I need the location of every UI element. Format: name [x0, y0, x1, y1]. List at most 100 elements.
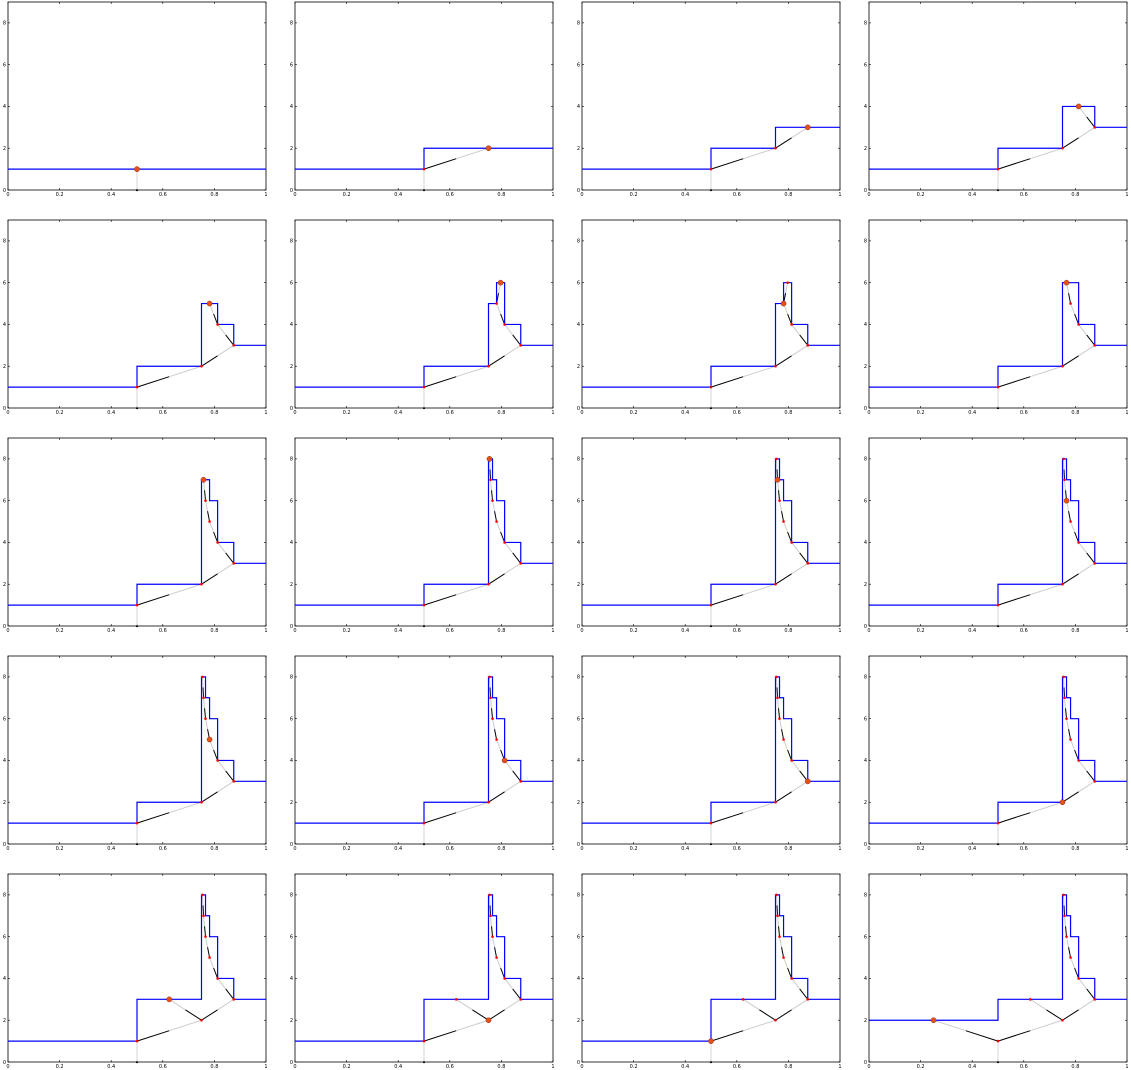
current-point-marker: [200, 476, 207, 483]
x-tick-label: 0.2: [343, 1064, 351, 1070]
tree-edge: [778, 926, 781, 937]
x-tick-label: 0.2: [56, 628, 64, 634]
node-marker: [776, 696, 779, 700]
x-tick-label: 0: [867, 410, 870, 416]
chart-panel-10: 0 0.2 0.4 0.6 0.8 1 0 2 4 6 8: [290, 437, 555, 634]
x-tick-label: 0.4: [394, 846, 402, 852]
x-tick-label: 0.2: [343, 410, 351, 416]
current-point-marker: [206, 736, 213, 743]
node-marker: [216, 541, 219, 544]
x-tick-label: 0.6: [159, 1064, 167, 1070]
tree-edge: [492, 718, 496, 730]
tree-edge: [1064, 479, 1067, 491]
x-tick-label: 0: [293, 1064, 296, 1070]
tree-edge: [225, 770, 235, 782]
y-tick-label: 4: [577, 104, 580, 110]
x-tick-label: 1: [1125, 1064, 1128, 1070]
node-marker: [487, 582, 490, 586]
tree-edge: [423, 376, 457, 388]
tree-edge: [787, 967, 793, 979]
current-point-marker: [501, 757, 508, 764]
y-tick-label: 2: [577, 364, 580, 370]
y-tick-label: 0: [290, 188, 293, 194]
y-tick-label: 2: [3, 800, 6, 806]
node-marker: [1062, 675, 1065, 679]
node-marker: [216, 759, 219, 762]
y-tick-label: 6: [577, 280, 580, 286]
tree-edge: [496, 739, 502, 751]
tree-edge: [791, 780, 809, 793]
y-tick-label: 0: [577, 406, 580, 412]
tree-edge: [965, 1030, 999, 1042]
node-marker: [1065, 935, 1068, 938]
current-point-marker: [1063, 497, 1070, 504]
x-tick-label: 0.2: [56, 1064, 64, 1070]
step-outline: [8, 302, 266, 388]
tree-edge: [203, 697, 206, 709]
tree-edge: [781, 947, 785, 958]
tree-edge: [213, 749, 219, 761]
node-marker: [503, 541, 506, 544]
x-tick-label: 1: [551, 846, 554, 852]
y-tick-label: 2: [3, 582, 6, 588]
tree-edge: [494, 729, 498, 740]
tree-edge: [783, 521, 789, 533]
tree-edge: [500, 967, 506, 979]
x-tick-label: 1: [264, 628, 267, 634]
tree-edge: [1066, 936, 1070, 948]
tree-edge: [225, 552, 235, 564]
current-point-marker: [486, 456, 493, 462]
y-tick-label: 8: [864, 21, 867, 27]
tree-edge: [785, 282, 789, 294]
tree-edge: [1030, 583, 1063, 596]
tree-edge: [787, 531, 793, 543]
node-marker: [519, 344, 523, 347]
tree-edge: [743, 801, 776, 814]
tree-edge: [781, 729, 785, 740]
node-marker: [422, 167, 426, 171]
tree-edge: [496, 521, 502, 533]
node-marker: [519, 998, 523, 1001]
node-marker: [790, 541, 793, 544]
chart-panel-11: 0 0.2 0.4 0.6 0.8 1 0 2 4 6 8: [577, 437, 842, 634]
tree-edge: [1070, 957, 1076, 969]
node-marker: [1061, 582, 1064, 586]
x-tick-label: 0: [6, 628, 9, 634]
node-marker: [487, 800, 490, 804]
node-marker: [1028, 998, 1032, 1001]
node-marker: [1093, 998, 1097, 1001]
tree-edge: [512, 988, 522, 1000]
x-tick-label: 0.8: [784, 846, 792, 852]
tree-edge: [710, 594, 744, 606]
node-marker: [422, 603, 426, 607]
tree-edge: [185, 1009, 202, 1021]
tree-edge: [799, 334, 809, 346]
x-tick-label: 0.6: [1020, 628, 1028, 634]
x-tick-label: 0.6: [733, 192, 741, 198]
node-marker: [1063, 696, 1066, 700]
x-tick-label: 0: [293, 192, 296, 198]
tree-edge: [472, 1009, 489, 1021]
chart-panel-17: 0 0.2 0.4 0.6 0.8 1 0 2 4 6 8: [3, 873, 268, 1070]
current-point-marker: [497, 279, 504, 286]
x-tick-label: 0.6: [733, 628, 741, 634]
node-marker: [786, 281, 789, 284]
x-tick-label: 0.4: [107, 628, 115, 634]
x-tick-label: 0.2: [917, 846, 925, 852]
tree-edge: [779, 936, 783, 948]
step-outline: [869, 282, 1127, 388]
tree-edge: [710, 158, 744, 170]
tree-edge: [1078, 344, 1096, 357]
tree-edge: [1030, 147, 1063, 160]
step-outline: [582, 282, 840, 388]
y-tick-label: 6: [3, 62, 6, 68]
y-tick-label: 8: [290, 21, 293, 27]
node-marker: [1063, 914, 1066, 918]
step-outline: [8, 479, 266, 606]
x-tick-label: 0.4: [681, 410, 689, 416]
node-marker: [491, 499, 494, 502]
node-marker: [1061, 146, 1064, 150]
tree-edge: [743, 365, 776, 378]
tree-edge: [1064, 697, 1067, 709]
x-tick-label: 0.2: [630, 846, 638, 852]
